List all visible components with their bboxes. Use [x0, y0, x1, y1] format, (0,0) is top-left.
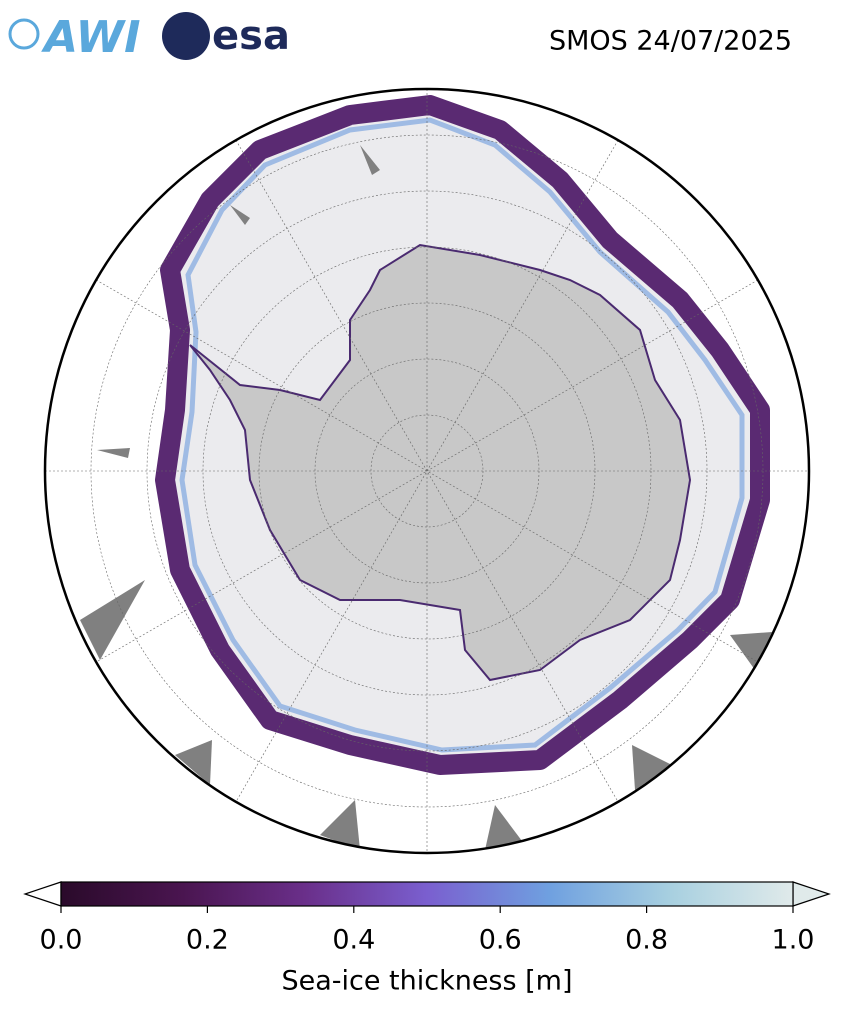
colorbar-tick-label: 0.8: [625, 925, 668, 956]
map-frame: [43, 87, 811, 855]
colorbar-tick-label: 1.0: [772, 925, 815, 956]
colorbar-tick-label: 0.2: [186, 925, 229, 956]
colorbar-tick-label: 0.0: [40, 925, 83, 956]
colorbar: Sea-ice thickness [m] 0.0 0.2 0.4 0.6 0.8 1.0: [23, 881, 831, 997]
data-gaps: [80, 145, 772, 850]
colorbar-extend-low: [23, 881, 62, 907]
colorbar-label: Sea-ice thickness [m]: [281, 966, 572, 997]
graticule: [45, 89, 809, 853]
colorbar-tick-label: 0.6: [479, 925, 522, 956]
ice-edge: [179, 117, 745, 753]
header: AWI esa SMOS 24/07/2025: [8, 12, 792, 63]
colorbar-gradient: [60, 881, 794, 907]
map: [45, 89, 809, 853]
esa-logo-mark: [162, 12, 210, 60]
esa-logo: esa: [212, 13, 290, 59]
map-title: SMOS 24/07/2025: [549, 26, 792, 57]
colorbar-extend-high: [792, 881, 831, 907]
awi-logo: AWI: [41, 12, 141, 63]
awi-logo-mark: [8, 18, 40, 50]
antarctica: [189, 243, 692, 682]
colorbar-tick-label: 0.4: [332, 925, 375, 956]
